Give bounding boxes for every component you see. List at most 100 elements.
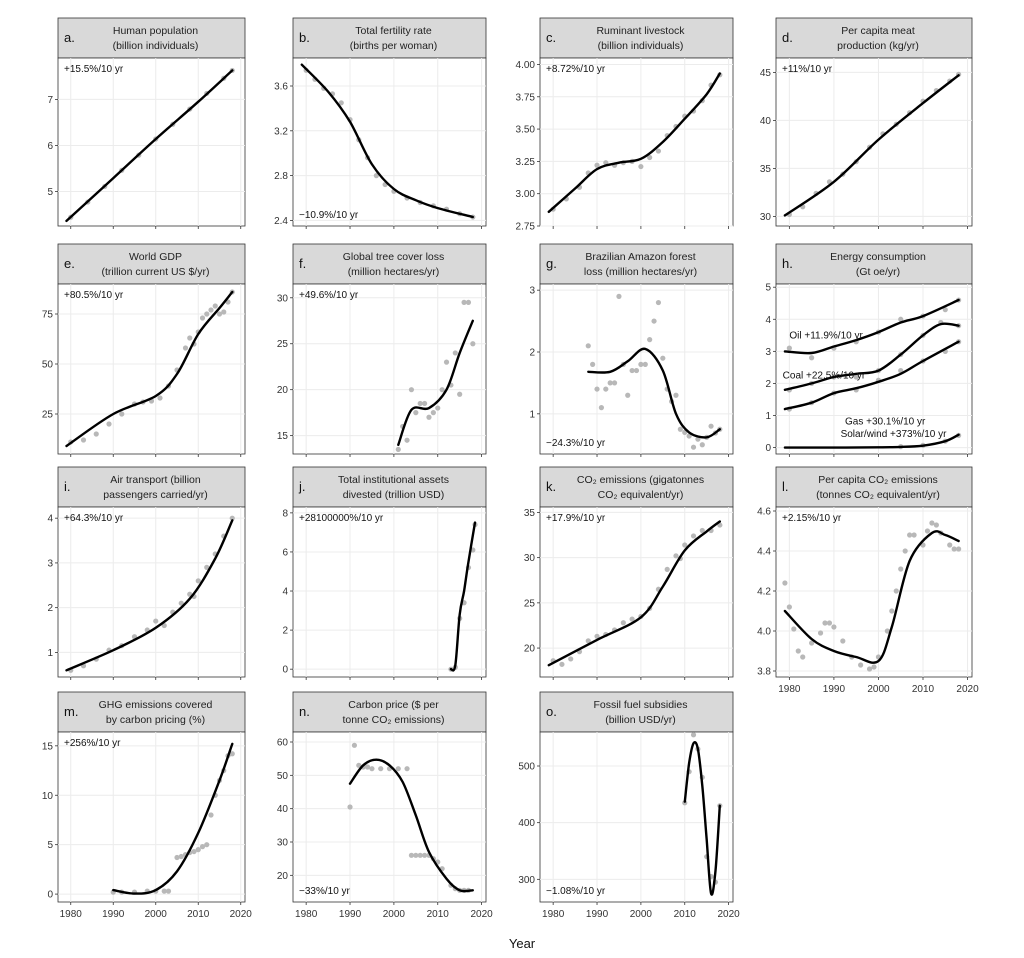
- series-line-3: [783, 433, 960, 449]
- trend-label: −33%/10 yr: [299, 886, 351, 897]
- data-point: [106, 421, 112, 427]
- data-point: [221, 309, 227, 315]
- data-point: [633, 367, 640, 374]
- data-point: [395, 446, 401, 453]
- panel-title-line: divested (trillion USD): [343, 489, 445, 501]
- panel-header: [57, 691, 246, 733]
- y-tick-label: 15: [42, 741, 54, 752]
- data-point: [690, 533, 697, 539]
- y-tick-label: 25: [524, 598, 536, 609]
- trend-label: +49.6%/10 yr: [299, 290, 359, 301]
- y-tick-label: 20: [524, 644, 536, 655]
- x-tick-label: 1980: [542, 909, 565, 920]
- y-tick-label: 6: [47, 141, 53, 152]
- data-point: [616, 293, 622, 299]
- y-tick-label: 8: [282, 508, 288, 519]
- data-point: [356, 762, 362, 768]
- fit-line: [683, 741, 721, 896]
- panel-title-line: (billion individuals): [598, 40, 684, 52]
- panel-b: b. Total fertility rate (births per woman)…: [274, 17, 487, 229]
- data-point: [369, 766, 375, 772]
- data-point: [93, 431, 99, 437]
- fit-line: [65, 69, 234, 223]
- data-point: [204, 564, 210, 570]
- y-tick-label: 2: [47, 603, 53, 614]
- data-point: [902, 548, 908, 554]
- panel-e: e. World GDP (trillion current US $/yr) 25 5…: [42, 243, 246, 457]
- data-point: [404, 437, 410, 443]
- data-point: [786, 604, 792, 610]
- trend-label: +256%/10 yr: [64, 738, 121, 749]
- y-tick-label: 50: [277, 771, 289, 782]
- data-point: [677, 426, 683, 432]
- y-tick-label: 4.0: [757, 627, 771, 638]
- panel-letter: i.: [64, 479, 71, 494]
- data-point: [585, 638, 591, 644]
- panel-title-line: Air transport (billion: [110, 474, 201, 486]
- y-tick-label: 5: [47, 840, 53, 851]
- data-point: [373, 173, 379, 179]
- data-point: [809, 355, 815, 361]
- panel-l: l. Per capita CO₂ emissions (tonnes CO₂ eq…: [757, 466, 979, 695]
- data-point: [421, 852, 428, 858]
- data-point: [898, 566, 904, 572]
- panel-letter: e.: [64, 256, 75, 271]
- panel-letter: m.: [64, 704, 78, 719]
- data-point: [893, 588, 899, 594]
- panel-letter: k.: [546, 479, 556, 494]
- data-point: [822, 620, 828, 626]
- fit-line: [397, 319, 474, 446]
- panel-title-line: (tonnes CO₂ equivalent/yr): [816, 489, 940, 501]
- y-tick-label: 35: [524, 508, 536, 519]
- data-point: [364, 764, 371, 770]
- y-tick-label: 10: [42, 791, 54, 802]
- data-point: [119, 411, 125, 417]
- data-point: [620, 620, 626, 626]
- series-line-0: [783, 298, 960, 355]
- y-tick-label: 35: [760, 164, 772, 175]
- panel-header: [57, 243, 246, 285]
- data-point: [430, 410, 436, 416]
- panel-title-line: loss (million hectares/yr): [584, 266, 697, 278]
- trend-label: +17.9%/10 yr: [546, 513, 606, 524]
- panel-n: n. Carbon price ($ per tonne CO₂ emissions…: [277, 691, 493, 920]
- y-tick-label: 5: [765, 283, 771, 294]
- data-point: [229, 515, 235, 521]
- data-point: [682, 542, 688, 548]
- fit-line: [783, 74, 960, 217]
- data-point: [585, 343, 591, 349]
- panel-letter: c.: [546, 30, 556, 45]
- trend-label: −24.3%/10 yr: [546, 438, 606, 449]
- y-tick-label: 0: [47, 890, 53, 901]
- y-tick-label: 3: [765, 347, 771, 358]
- data-point: [809, 640, 815, 646]
- fit-line: [300, 63, 474, 219]
- data-point: [956, 546, 962, 552]
- data-point: [929, 520, 935, 526]
- data-point: [642, 361, 648, 367]
- plot-area: [775, 283, 973, 455]
- panel-letter: f.: [299, 256, 306, 271]
- y-tick-label: 5: [47, 187, 53, 198]
- data-point: [461, 299, 467, 305]
- data-point: [889, 608, 895, 614]
- data-point: [791, 626, 797, 632]
- data-point: [629, 367, 635, 374]
- trend-label: +8.72%/10 yr: [546, 64, 606, 75]
- panel-header: [292, 17, 487, 59]
- panel-j: j. Total institutional assets divested (tr…: [282, 466, 487, 680]
- trend-label: +80.5%/10 yr: [64, 290, 124, 301]
- data-point: [858, 662, 864, 668]
- x-tick-label: 1980: [60, 909, 83, 920]
- data-point: [699, 527, 705, 534]
- data-point: [947, 542, 953, 548]
- panel-header: [292, 243, 487, 285]
- y-tick-label: 4: [282, 587, 288, 598]
- panel-title-line: by carbon pricing (%): [106, 714, 205, 726]
- panel-letter: j.: [298, 479, 306, 494]
- plot-area: [539, 57, 734, 227]
- data-point: [598, 405, 605, 411]
- x-tick-label: 1980: [295, 909, 318, 920]
- fit-line: [65, 290, 234, 448]
- data-point: [708, 423, 714, 429]
